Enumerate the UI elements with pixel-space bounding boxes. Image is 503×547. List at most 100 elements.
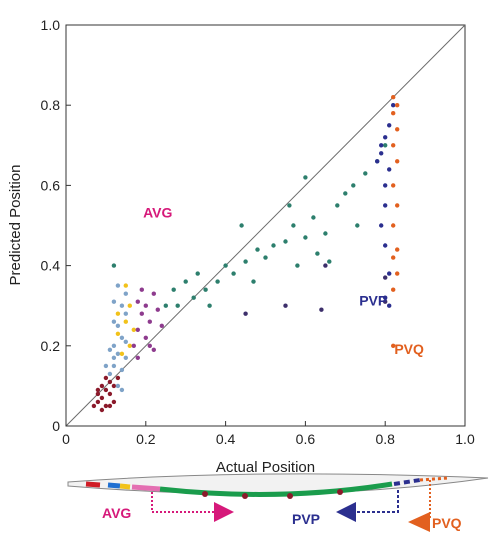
body-diagram: AVG PVP PVQ xyxy=(67,473,489,532)
data-point xyxy=(127,343,132,348)
data-point xyxy=(123,311,128,316)
body-outline xyxy=(67,473,489,495)
data-point xyxy=(295,263,300,268)
data-points xyxy=(91,95,400,413)
data-point xyxy=(103,387,109,393)
data-point xyxy=(131,327,136,332)
segment-pvp xyxy=(393,478,421,486)
data-point xyxy=(115,331,121,336)
data-point xyxy=(107,403,113,409)
data-point xyxy=(115,311,121,316)
data-point xyxy=(391,343,396,348)
data-point xyxy=(223,263,228,268)
diagram-label-avg: AVG xyxy=(102,505,131,521)
data-point xyxy=(391,103,396,108)
data-point xyxy=(271,243,276,248)
data-point xyxy=(351,183,356,188)
data-point xyxy=(391,287,396,292)
data-point xyxy=(115,283,121,288)
data-point xyxy=(115,375,121,381)
y-tick-label: 0.8 xyxy=(41,97,61,113)
x-axis-label: Actual Position xyxy=(216,459,315,476)
data-point xyxy=(387,167,392,172)
data-point xyxy=(327,259,332,264)
axis-ticks: 0 0.2 0.4 0.6 0.8 1.0 0 0.2 0.4 0.6 0.8 1.0 xyxy=(41,17,475,447)
data-point xyxy=(379,223,384,228)
data-point xyxy=(255,247,260,252)
y-axis-label: Predicted Position xyxy=(7,165,24,286)
data-point xyxy=(215,279,220,284)
segment-green xyxy=(159,481,393,497)
data-point xyxy=(323,263,328,268)
data-point xyxy=(135,327,140,332)
data-point xyxy=(111,383,117,389)
data-point xyxy=(99,407,105,413)
data-point xyxy=(287,203,292,208)
data-point xyxy=(143,303,148,308)
data-point xyxy=(239,223,244,228)
data-point xyxy=(243,311,248,316)
segment-blue xyxy=(107,482,121,489)
data-point xyxy=(391,255,396,260)
data-point xyxy=(139,311,144,316)
data-point xyxy=(395,203,400,208)
data-point xyxy=(387,123,392,128)
avg-arrow-head xyxy=(214,502,234,522)
x-tick-label: 0.4 xyxy=(216,431,236,447)
data-point xyxy=(283,303,288,308)
data-point xyxy=(151,291,156,296)
data-point xyxy=(395,127,400,132)
y-tick-label: 1.0 xyxy=(41,17,61,33)
data-point xyxy=(107,391,113,397)
data-point xyxy=(319,307,324,312)
data-point xyxy=(119,335,125,340)
data-point xyxy=(375,159,380,164)
data-point xyxy=(103,375,109,381)
y-tick-label: 0.2 xyxy=(41,338,61,354)
data-point xyxy=(111,299,117,304)
data-point xyxy=(283,239,288,244)
data-point xyxy=(387,303,392,308)
data-point xyxy=(383,143,388,148)
data-point xyxy=(111,343,117,348)
diagram-label-pvq: PVQ xyxy=(432,515,462,531)
segment-pink xyxy=(131,484,161,492)
data-point xyxy=(355,223,360,228)
data-point xyxy=(163,303,168,308)
data-point xyxy=(207,303,212,308)
data-point xyxy=(107,379,113,385)
diagram-dot xyxy=(242,493,248,499)
data-point xyxy=(119,367,125,373)
data-point xyxy=(383,203,388,208)
pvp-arrow-line xyxy=(350,490,399,513)
data-point xyxy=(123,283,128,288)
data-point xyxy=(195,271,200,276)
data-point xyxy=(111,263,117,268)
data-point xyxy=(143,335,148,340)
data-point xyxy=(183,279,188,284)
annotation-label: PVQ xyxy=(394,341,424,357)
data-point xyxy=(147,319,152,324)
data-point xyxy=(263,255,268,260)
data-point xyxy=(171,287,176,292)
data-point xyxy=(135,299,140,304)
x-tick-label: 1.0 xyxy=(455,431,475,447)
y-tick-label: 0.6 xyxy=(41,177,61,193)
pvp-arrow-head xyxy=(336,502,356,522)
data-point xyxy=(95,391,101,397)
data-point xyxy=(383,135,388,140)
data-point xyxy=(119,351,125,356)
data-point xyxy=(395,271,400,276)
data-point xyxy=(115,323,121,328)
data-point xyxy=(391,223,396,228)
data-point xyxy=(115,383,121,389)
diagram-dot xyxy=(287,493,293,499)
data-point xyxy=(391,111,396,116)
data-point xyxy=(315,251,320,256)
segment-pvq xyxy=(419,476,449,482)
data-point xyxy=(203,287,208,292)
data-point xyxy=(383,275,388,280)
data-point xyxy=(175,303,180,308)
data-point xyxy=(123,291,128,296)
